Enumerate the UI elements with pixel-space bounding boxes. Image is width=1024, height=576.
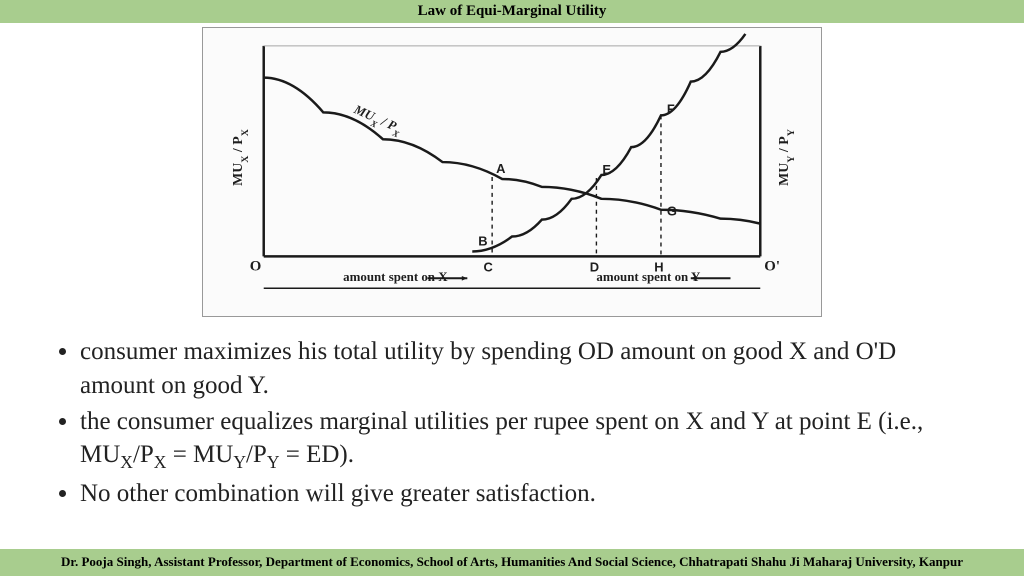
footer-bar: Dr. Pooja Singh, Assistant Professor, De… bbox=[0, 549, 1024, 576]
bullet-item: the consumer equalizes marginal utilitie… bbox=[80, 405, 972, 475]
bullet-item: consumer maximizes his total utility by … bbox=[80, 335, 972, 403]
svg-text:E: E bbox=[602, 162, 611, 177]
bullet-item: No other combination will give greater s… bbox=[80, 477, 972, 511]
utility-chart: ABCEDFGHOO'MUX / PXMUY / PYMUX / PXamoun… bbox=[202, 27, 822, 317]
svg-text:amount spent on X: amount spent on X bbox=[343, 269, 448, 284]
bullet-text: No other combination will give greater s… bbox=[80, 480, 596, 507]
header-bar: Law of Equi-Marginal Utility bbox=[0, 0, 1024, 23]
chart-svg: ABCEDFGHOO'MUX / PXMUY / PYMUX / PXamoun… bbox=[203, 28, 821, 316]
svg-text:G: G bbox=[667, 204, 677, 219]
svg-text:MUY / PY: MUY / PY bbox=[777, 129, 797, 186]
svg-text:O': O' bbox=[764, 258, 780, 274]
main-content: ABCEDFGHOO'MUX / PXMUY / PYMUX / PXamoun… bbox=[0, 23, 1024, 549]
svg-text:C: C bbox=[484, 259, 493, 274]
bullet-text: consumer maximizes his total utility by … bbox=[80, 338, 896, 399]
svg-text:amount spent on Y: amount spent on Y bbox=[596, 269, 701, 284]
svg-text:F: F bbox=[667, 101, 675, 116]
svg-text:A: A bbox=[496, 161, 505, 176]
page-title: Law of Equi-Marginal Utility bbox=[418, 3, 607, 19]
svg-text:MUX / PX: MUX / PX bbox=[231, 128, 251, 186]
svg-text:O: O bbox=[250, 258, 262, 274]
svg-text:B: B bbox=[478, 233, 487, 248]
bullet-list: consumer maximizes his total utility by … bbox=[52, 335, 972, 513]
bullet-text: the consumer equalizes marginal utilitie… bbox=[80, 408, 923, 469]
footer-text: Dr. Pooja Singh, Assistant Professor, De… bbox=[61, 554, 963, 569]
